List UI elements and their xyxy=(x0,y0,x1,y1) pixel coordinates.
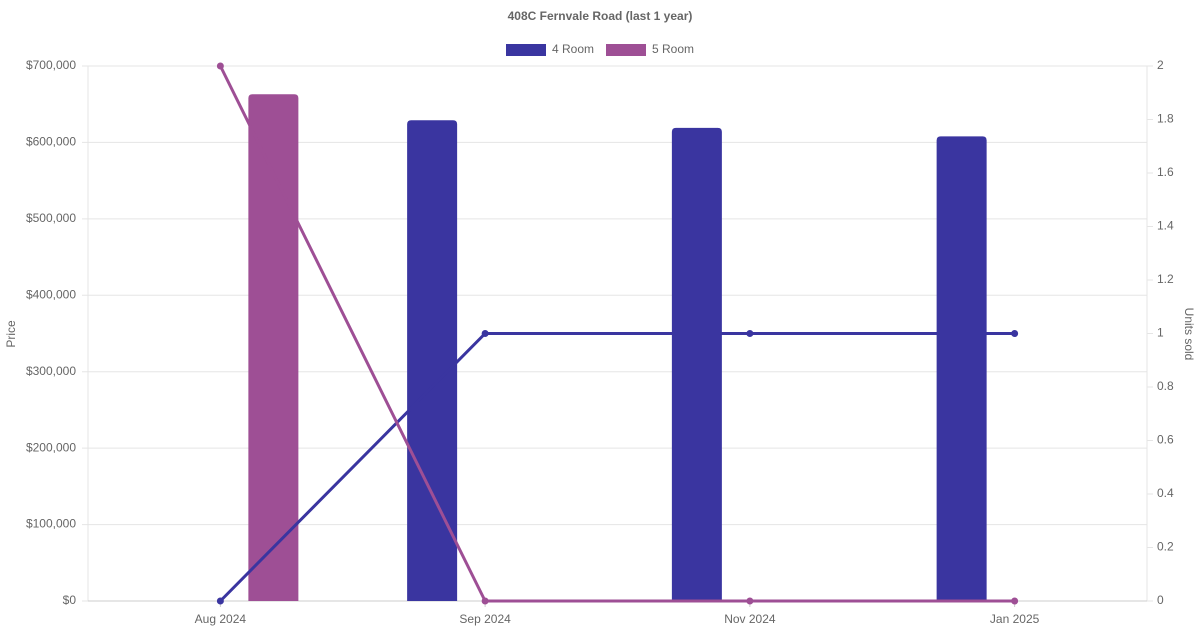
y2-tick-label: 1.6 xyxy=(1157,165,1174,179)
line-point xyxy=(481,330,489,337)
y2-tick-label: 2 xyxy=(1157,58,1164,72)
legend-label: 5 Room xyxy=(652,42,694,56)
line-point xyxy=(481,597,489,605)
y2-tick-label: 0.2 xyxy=(1157,540,1174,554)
line-point xyxy=(1011,597,1019,605)
y-axis-title: Price xyxy=(4,320,18,348)
y2-tick-label: 0.8 xyxy=(1157,379,1174,393)
x-tick-label: Aug 2024 xyxy=(195,612,247,626)
y-tick-label: $600,000 xyxy=(26,135,76,149)
y2-tick-label: 0.6 xyxy=(1157,433,1174,447)
legend-swatch xyxy=(606,44,646,56)
y-tick-label: $700,000 xyxy=(26,58,76,72)
bar xyxy=(671,127,722,602)
y2-tick-label: 1.4 xyxy=(1157,219,1174,233)
y-tick-label: $500,000 xyxy=(26,211,76,225)
y2-tick-label: 0 xyxy=(1157,593,1164,607)
line xyxy=(219,332,1015,603)
y-tick-label: $300,000 xyxy=(26,364,76,378)
legend-swatch xyxy=(506,44,546,56)
line-point xyxy=(1011,330,1019,337)
x-tick-label: Sep 2024 xyxy=(459,612,511,626)
bar xyxy=(407,120,458,601)
x-tick-label: Jan 2025 xyxy=(990,612,1040,626)
bar xyxy=(248,94,299,602)
y-tick-label: $0 xyxy=(63,593,77,607)
y2-axis-title: Units sold xyxy=(1182,308,1196,361)
line xyxy=(219,65,1015,603)
y2-tick-label: 0.4 xyxy=(1157,486,1174,500)
y2-tick-label: 1 xyxy=(1157,326,1164,340)
line-point xyxy=(216,597,224,605)
legend-label: 4 Room xyxy=(552,42,594,56)
chart-title: 408C Fernvale Road (last 1 year) xyxy=(508,9,693,23)
y-tick-label: $100,000 xyxy=(26,517,76,531)
bar xyxy=(936,136,987,602)
line-point xyxy=(746,597,754,605)
y-tick-label: $400,000 xyxy=(26,287,76,301)
y-tick-label: $200,000 xyxy=(26,440,76,454)
line-point xyxy=(746,330,754,337)
line-point xyxy=(216,62,224,70)
y2-tick-label: 1.2 xyxy=(1157,272,1174,286)
x-tick-label: Nov 2024 xyxy=(724,612,776,626)
y2-tick-label: 1.8 xyxy=(1157,112,1174,126)
